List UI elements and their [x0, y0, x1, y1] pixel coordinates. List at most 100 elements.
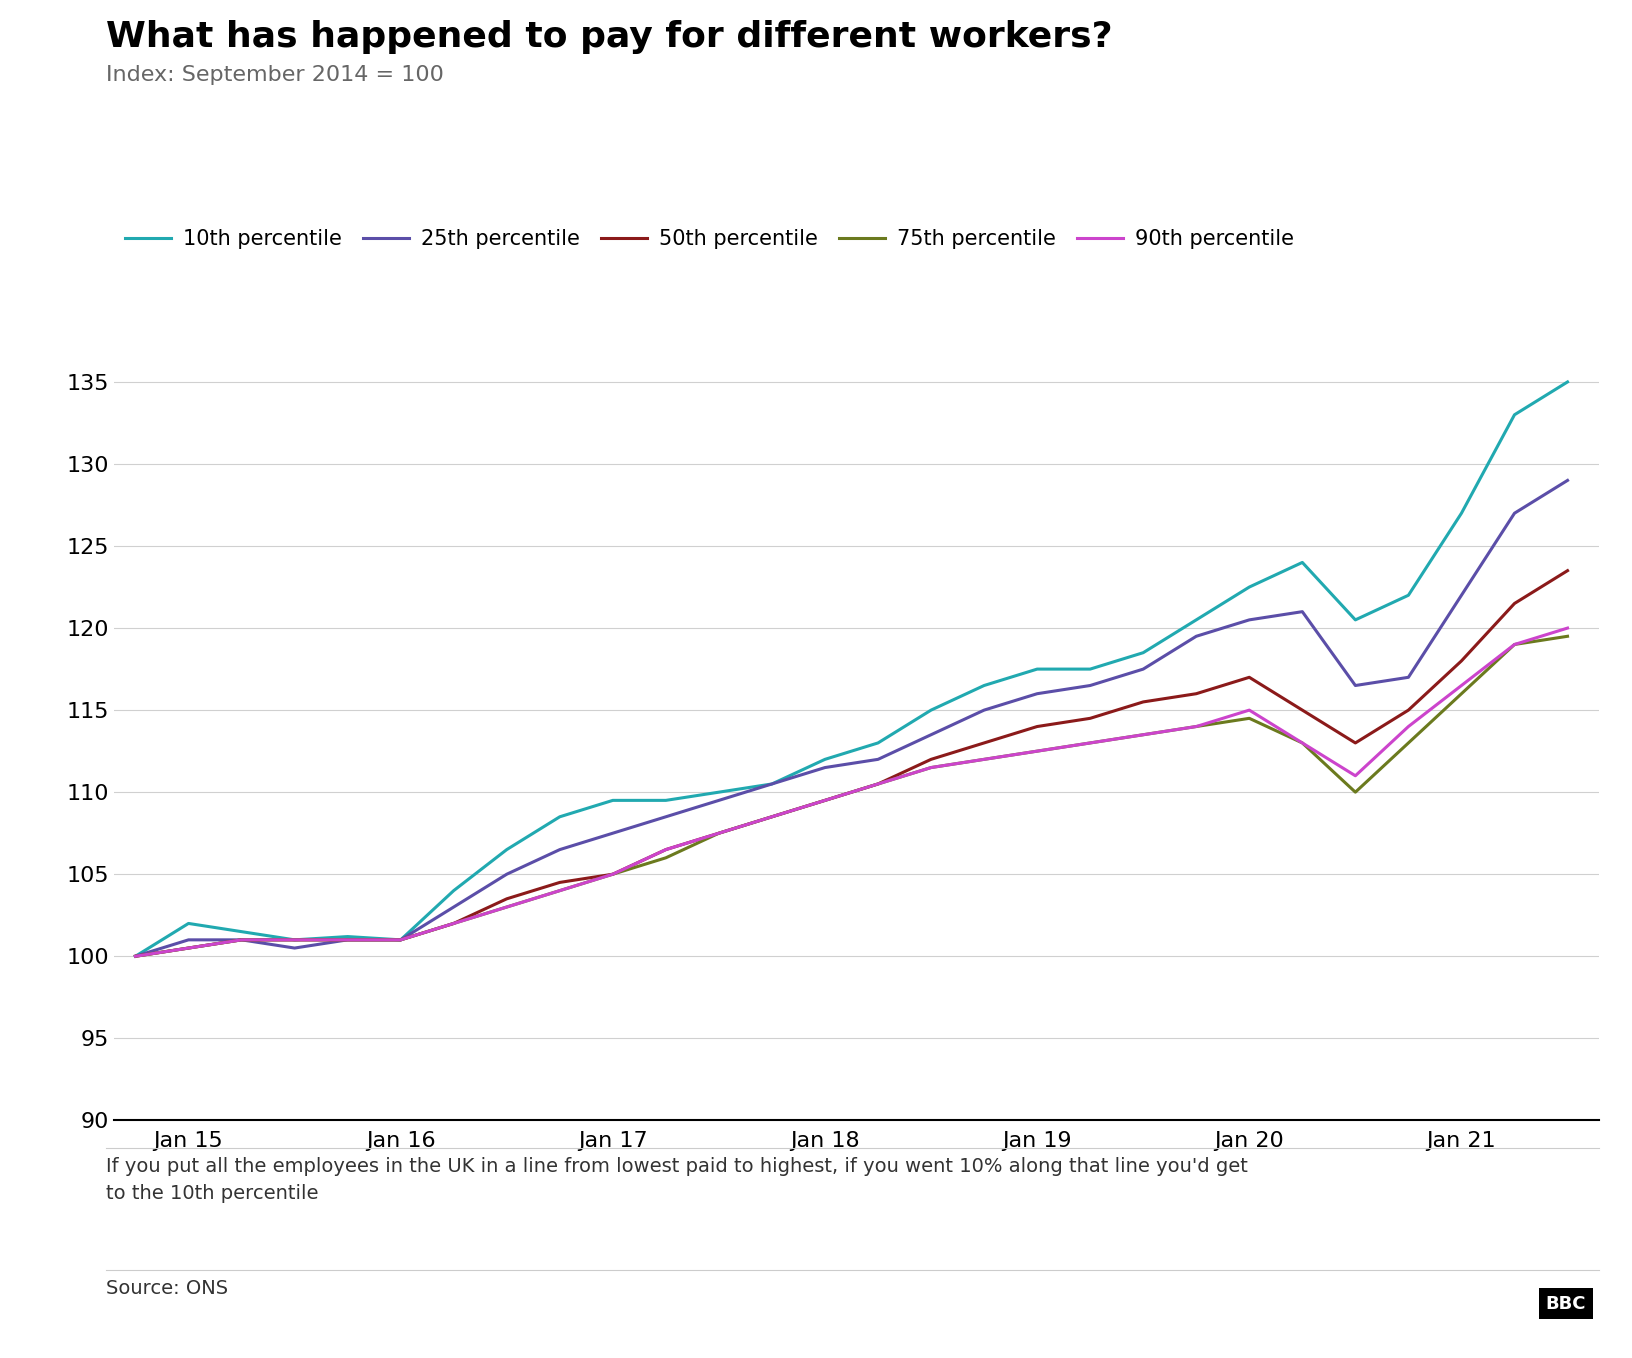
75th percentile	[338, 932, 357, 948]
75th percentile	[1451, 686, 1470, 702]
Line: 25th percentile: 25th percentile	[135, 481, 1567, 956]
50th percentile	[814, 792, 834, 808]
90th percentile	[1345, 767, 1364, 784]
25th percentile	[1399, 669, 1418, 686]
25th percentile	[920, 727, 940, 743]
50th percentile	[1239, 669, 1258, 686]
25th percentile	[1239, 611, 1258, 627]
90th percentile	[550, 883, 570, 899]
75th percentile	[708, 826, 728, 842]
90th percentile	[974, 751, 994, 767]
50th percentile	[868, 775, 888, 792]
10th percentile	[1557, 373, 1577, 390]
25th percentile	[444, 899, 463, 915]
25th percentile	[762, 775, 782, 792]
90th percentile	[814, 792, 834, 808]
50th percentile	[496, 891, 516, 907]
75th percentile	[390, 932, 410, 948]
50th percentile	[656, 842, 676, 858]
50th percentile	[550, 875, 570, 891]
75th percentile	[1345, 784, 1364, 800]
10th percentile	[1451, 505, 1470, 521]
Text: If you put all the employees in the UK in a line from lowest paid to highest, if: If you put all the employees in the UK i…	[106, 1157, 1248, 1203]
25th percentile	[602, 826, 622, 842]
50th percentile	[708, 826, 728, 842]
90th percentile	[390, 932, 410, 948]
75th percentile	[496, 899, 516, 915]
90th percentile	[1080, 735, 1100, 751]
50th percentile	[1505, 595, 1524, 611]
10th percentile	[814, 751, 834, 767]
50th percentile	[1557, 562, 1577, 579]
90th percentile	[444, 915, 463, 932]
Text: What has happened to pay for different workers?: What has happened to pay for different w…	[106, 20, 1113, 54]
10th percentile	[232, 923, 251, 940]
75th percentile	[762, 808, 782, 824]
75th percentile	[178, 940, 197, 956]
75th percentile	[868, 775, 888, 792]
10th percentile	[1345, 611, 1364, 627]
90th percentile	[1451, 678, 1470, 694]
Text: Index: September 2014 = 100: Index: September 2014 = 100	[106, 65, 444, 86]
10th percentile	[974, 678, 994, 694]
10th percentile	[602, 792, 622, 808]
25th percentile	[1505, 505, 1524, 521]
50th percentile	[390, 932, 410, 948]
50th percentile	[1133, 694, 1152, 710]
50th percentile	[1345, 735, 1364, 751]
10th percentile	[550, 808, 570, 824]
75th percentile	[920, 759, 940, 775]
10th percentile	[1399, 587, 1418, 603]
90th percentile	[1557, 619, 1577, 636]
25th percentile	[868, 751, 888, 767]
25th percentile	[814, 759, 834, 775]
25th percentile	[1186, 629, 1206, 645]
75th percentile	[284, 932, 304, 948]
10th percentile	[1186, 611, 1206, 627]
90th percentile	[1133, 727, 1152, 743]
50th percentile	[232, 932, 251, 948]
50th percentile	[338, 932, 357, 948]
10th percentile	[390, 932, 410, 948]
75th percentile	[1557, 629, 1577, 645]
Text: BBC: BBC	[1546, 1294, 1586, 1313]
25th percentile	[1027, 686, 1046, 702]
10th percentile	[1027, 661, 1046, 678]
75th percentile	[550, 883, 570, 899]
10th percentile	[762, 775, 782, 792]
75th percentile	[602, 866, 622, 883]
25th percentile	[390, 932, 410, 948]
10th percentile	[178, 915, 197, 932]
90th percentile	[708, 826, 728, 842]
25th percentile	[974, 702, 994, 718]
10th percentile	[1293, 554, 1312, 570]
10th percentile	[1505, 406, 1524, 422]
25th percentile	[1451, 587, 1470, 603]
90th percentile	[762, 808, 782, 824]
25th percentile	[1345, 678, 1364, 694]
90th percentile	[178, 940, 197, 956]
90th percentile	[1505, 637, 1524, 653]
25th percentile	[126, 948, 145, 964]
75th percentile	[232, 932, 251, 948]
25th percentile	[708, 792, 728, 808]
90th percentile	[1239, 702, 1258, 718]
Line: 90th percentile: 90th percentile	[135, 627, 1567, 956]
90th percentile	[338, 932, 357, 948]
10th percentile	[920, 702, 940, 718]
75th percentile	[1027, 743, 1046, 759]
10th percentile	[126, 948, 145, 964]
25th percentile	[656, 808, 676, 824]
50th percentile	[602, 866, 622, 883]
75th percentile	[1239, 710, 1258, 727]
50th percentile	[1080, 710, 1100, 727]
Line: 50th percentile: 50th percentile	[135, 570, 1567, 956]
10th percentile	[868, 735, 888, 751]
75th percentile	[1080, 735, 1100, 751]
25th percentile	[1293, 603, 1312, 619]
90th percentile	[656, 842, 676, 858]
50th percentile	[974, 735, 994, 751]
50th percentile	[920, 751, 940, 767]
75th percentile	[974, 751, 994, 767]
75th percentile	[814, 792, 834, 808]
